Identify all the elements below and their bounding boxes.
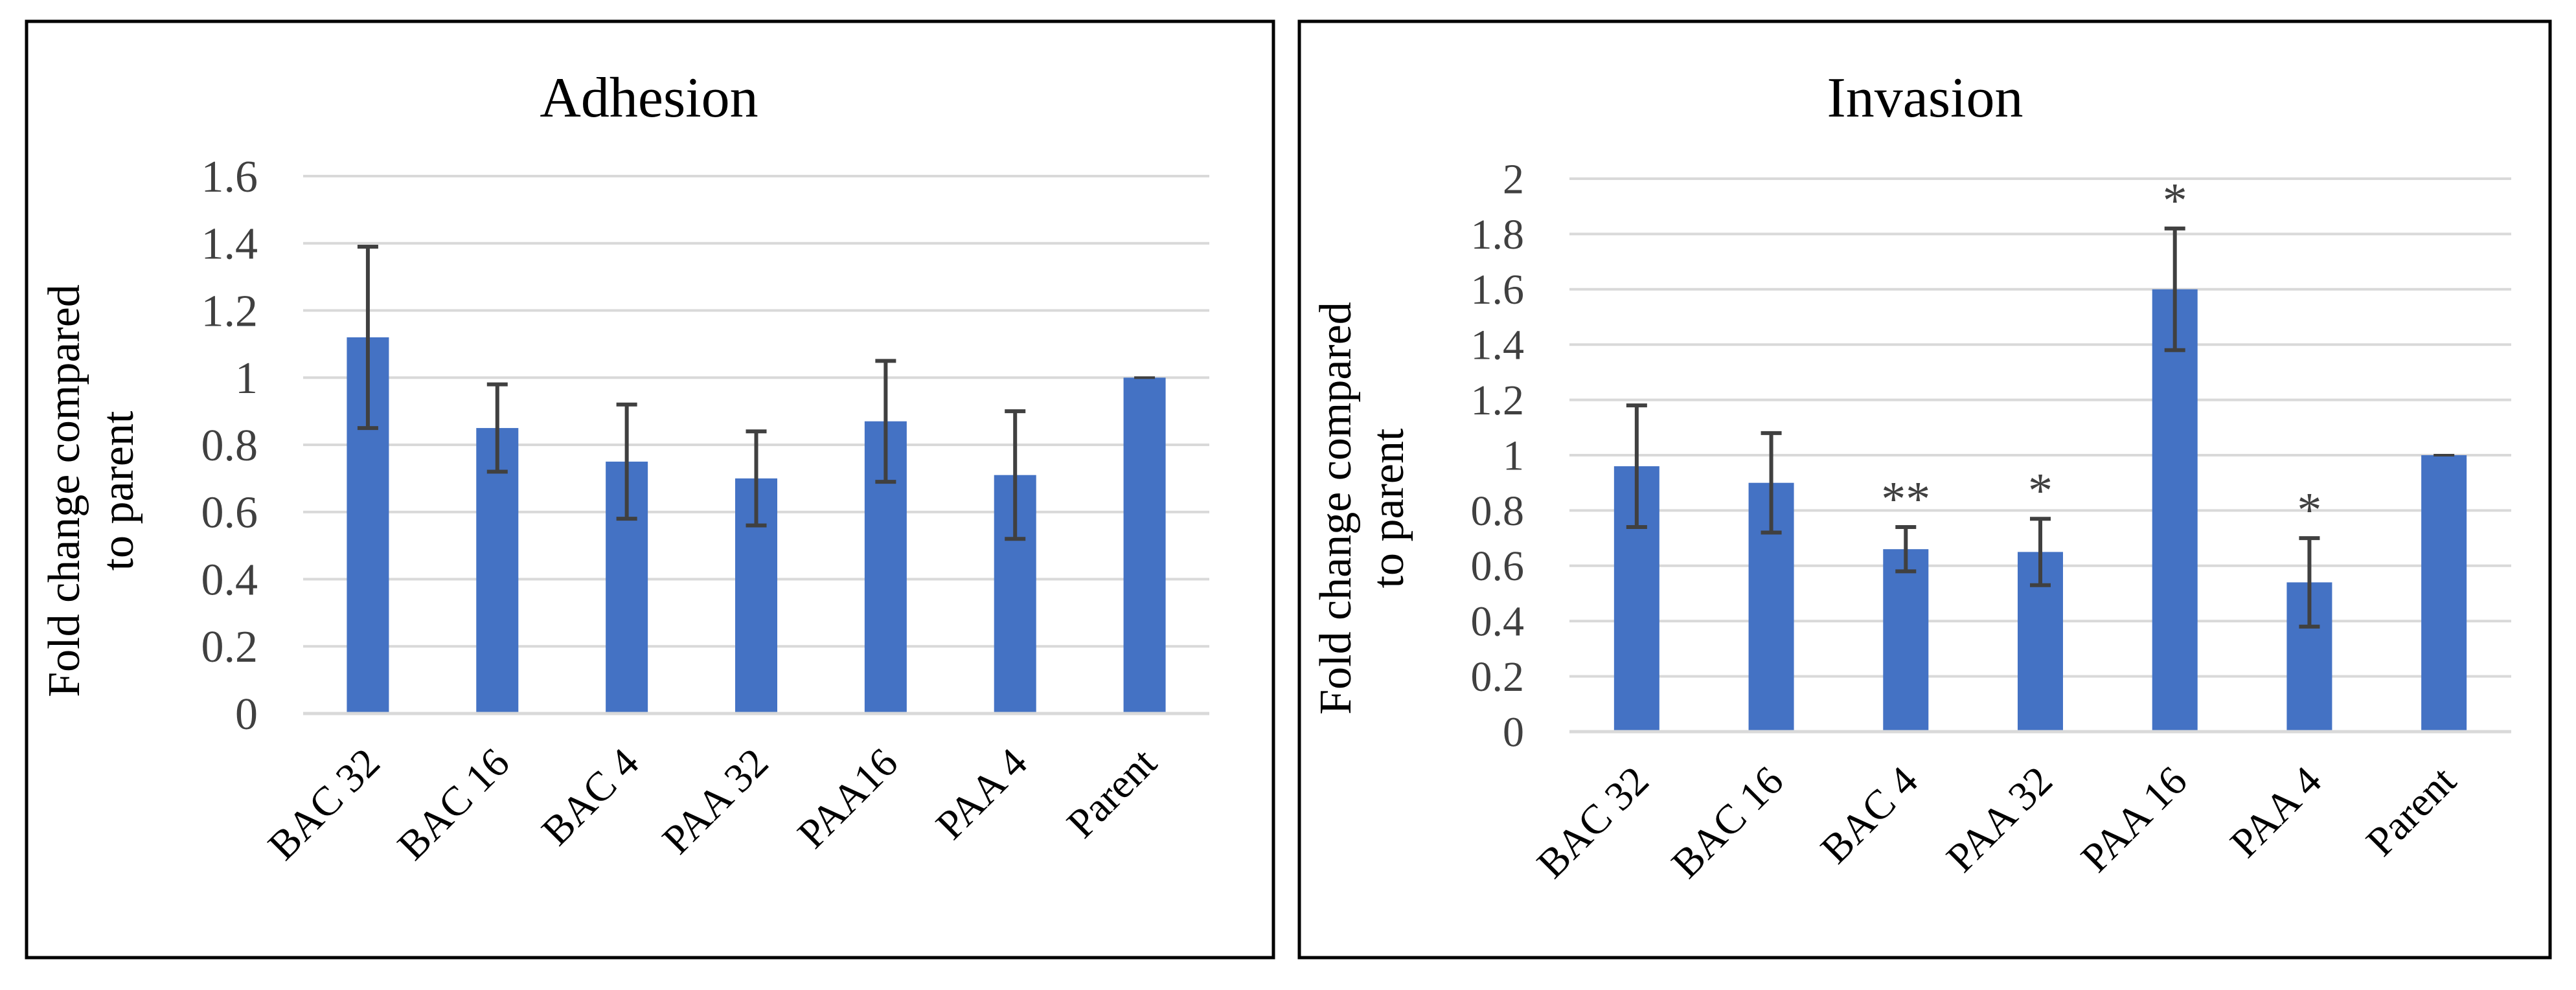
adhesion-y-tick-label: 1: [235, 354, 258, 403]
invasion-y-tick-label: 1.6: [1471, 266, 1525, 313]
adhesion-chart-title: Adhesion: [540, 67, 758, 129]
adhesion-y-tick-label: 0.4: [201, 555, 258, 605]
adhesion-y-tick-label: 0.6: [201, 488, 258, 538]
invasion-y-tick-label: 0: [1503, 708, 1524, 756]
adhesion-y-tick-label: 1.6: [201, 152, 258, 202]
invasion-bar: [2152, 289, 2198, 732]
invasion-chart-panel: Invasion Fold change compared to parent …: [1297, 19, 2552, 960]
invasion-y-tick-label: 1: [1503, 432, 1524, 479]
adhesion-y-axis-label-line-1: Fold change compared: [40, 284, 89, 697]
invasion-significance-mark: *: [2297, 483, 2321, 537]
adhesion-y-tick-label: 0.8: [201, 421, 258, 471]
invasion-y-axis-label-line-2: to parent: [1363, 428, 1413, 588]
invasion-bar: [2421, 455, 2467, 732]
adhesion-y-tick-label: 0.2: [201, 622, 258, 672]
invasion-y-tick-label: 0.6: [1471, 543, 1525, 590]
adhesion-y-axis-label-line-2: to parent: [93, 411, 143, 570]
adhesion-y-tick-label: 1.2: [201, 286, 258, 336]
invasion-chart-title: Invasion: [1827, 67, 2023, 129]
adhesion-y-tick-label: 0: [235, 690, 258, 739]
invasion-y-tick-label: 1.2: [1471, 377, 1525, 424]
invasion-significance-mark: *: [2028, 464, 2053, 518]
invasion-y-axis-label-line-1: Fold change compared: [1311, 302, 1361, 715]
invasion-significance-mark: **: [1881, 472, 1930, 526]
adhesion-bar: [1123, 377, 1166, 714]
adhesion-y-tick-label: 1.4: [201, 219, 258, 269]
invasion-y-tick-label: 0.4: [1471, 598, 1525, 646]
invasion-y-tick-label: 0.2: [1471, 653, 1525, 701]
invasion-y-tick-label: 1.4: [1471, 322, 1525, 369]
invasion-y-tick-label: 0.8: [1471, 488, 1525, 535]
invasion-bar: [1883, 549, 1929, 732]
adhesion-bar: [476, 428, 519, 714]
invasion-significance-mark: *: [2163, 174, 2187, 228]
adhesion-chart-panel: Adhesion Fold change compared to parent …: [25, 19, 1275, 960]
invasion-y-tick-label: 2: [1503, 155, 1524, 203]
invasion-y-tick-label: 1.8: [1471, 211, 1525, 258]
